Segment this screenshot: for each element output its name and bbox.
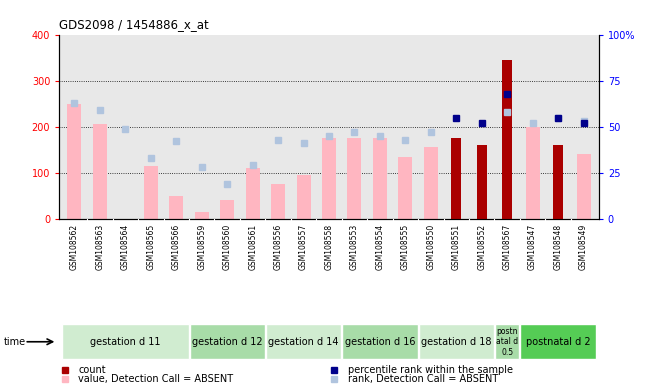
Text: gestation d 18: gestation d 18 [421, 337, 492, 347]
Text: gestation d 11: gestation d 11 [90, 337, 161, 347]
Bar [169, 196, 184, 219]
Text: rank, Detection Call = ABSENT: rank, Detection Call = ABSENT [348, 374, 498, 384]
Bar [271, 184, 285, 219]
Text: GSM108563: GSM108563 [95, 224, 105, 270]
Text: gestation d 16: gestation d 16 [345, 337, 415, 347]
Text: GSM108558: GSM108558 [324, 224, 334, 270]
Text: GSM108550: GSM108550 [426, 224, 436, 270]
Text: GDS2098 / 1454886_x_at: GDS2098 / 1454886_x_at [59, 18, 209, 31]
Text: GSM108553: GSM108553 [350, 224, 359, 270]
Text: GSM108567: GSM108567 [503, 224, 512, 270]
Bar [526, 127, 540, 219]
Bar [347, 138, 361, 219]
Text: GSM108557: GSM108557 [299, 224, 308, 270]
FancyBboxPatch shape [63, 324, 188, 359]
Text: GSM108555: GSM108555 [401, 224, 410, 270]
Text: GSM108564: GSM108564 [121, 224, 130, 270]
Bar [93, 124, 107, 219]
Text: count: count [78, 364, 106, 375]
FancyBboxPatch shape [520, 324, 595, 359]
Text: GSM108548: GSM108548 [553, 224, 563, 270]
Text: value, Detection Call = ABSENT: value, Detection Call = ABSENT [78, 374, 233, 384]
Text: GSM108560: GSM108560 [222, 224, 232, 270]
Bar [398, 157, 413, 219]
Text: GSM108554: GSM108554 [376, 224, 384, 270]
Text: gestation d 14: gestation d 14 [268, 337, 339, 347]
Bar [245, 168, 260, 219]
Bar [576, 154, 590, 219]
Text: GSM108562: GSM108562 [70, 224, 79, 270]
Bar [144, 166, 158, 219]
Text: GSM108556: GSM108556 [274, 224, 282, 270]
Bar [451, 138, 461, 219]
Text: GSM108565: GSM108565 [146, 224, 155, 270]
Bar [553, 145, 563, 219]
Text: time: time [3, 337, 26, 347]
Text: gestation d 12: gestation d 12 [192, 337, 263, 347]
FancyBboxPatch shape [342, 324, 418, 359]
Bar [195, 212, 209, 219]
Text: GSM108547: GSM108547 [528, 224, 537, 270]
Bar [220, 200, 234, 219]
Bar [502, 60, 512, 219]
Text: postn
atal d
0.5: postn atal d 0.5 [496, 327, 519, 357]
Bar [424, 147, 438, 219]
FancyBboxPatch shape [266, 324, 342, 359]
Text: GSM108549: GSM108549 [579, 224, 588, 270]
Text: GSM108566: GSM108566 [172, 224, 181, 270]
FancyBboxPatch shape [495, 324, 519, 359]
FancyBboxPatch shape [418, 324, 494, 359]
Bar [322, 138, 336, 219]
Bar [476, 145, 487, 219]
Text: postnatal d 2: postnatal d 2 [526, 337, 590, 347]
Text: GSM108551: GSM108551 [452, 224, 461, 270]
Text: percentile rank within the sample: percentile rank within the sample [348, 364, 513, 375]
Bar [373, 138, 387, 219]
Text: GSM108561: GSM108561 [248, 224, 257, 270]
Text: GSM108559: GSM108559 [197, 224, 206, 270]
Bar [297, 175, 311, 219]
FancyBboxPatch shape [190, 324, 265, 359]
Bar [68, 104, 82, 219]
Text: GSM108552: GSM108552 [477, 224, 486, 270]
